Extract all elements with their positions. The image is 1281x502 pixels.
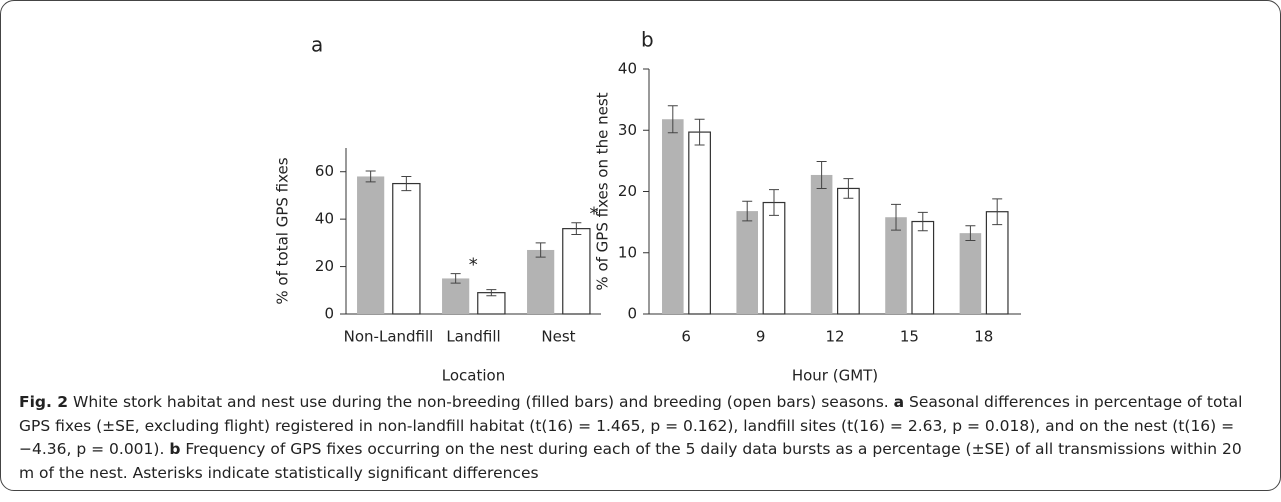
error-bar — [486, 289, 497, 297]
bar — [357, 176, 385, 314]
error-bar — [571, 222, 582, 236]
error-bar — [992, 198, 1003, 226]
caption-text: Frequency of GPS fixes occurring on the … — [19, 440, 1242, 482]
y-tick-label: 10 — [618, 243, 637, 261]
error-bar — [965, 225, 976, 241]
bar — [527, 249, 555, 314]
error-bar — [365, 170, 376, 183]
chart-title: a — [311, 33, 323, 57]
y-tick-label: 0 — [627, 305, 637, 323]
x-tick-label: 18 — [974, 328, 993, 346]
bar — [442, 278, 470, 314]
y-tick-label: 40 — [315, 210, 334, 228]
y-axis-label: % of total GPS fixes — [274, 157, 292, 304]
bar — [562, 228, 591, 315]
figure: a Location% of total GPS fixes 0 20 40 60 Non-… — [0, 0, 1281, 491]
y-tick-label: 0 — [324, 305, 334, 323]
x-axis-label: Hour (GMT) — [792, 367, 878, 385]
bar — [911, 220, 935, 315]
y-tick-label: 30 — [618, 121, 637, 139]
caption: Fig. 2 White stork habitat and nest use … — [19, 391, 1259, 485]
error-bar — [891, 203, 902, 231]
bar — [810, 174, 833, 314]
error-bar — [450, 273, 461, 284]
bar — [736, 211, 758, 314]
caption-text: Seasonal differences in percentage of to… — [19, 393, 1243, 458]
x-tick-label: Landfill — [446, 328, 500, 346]
caption-part: a — [893, 393, 905, 411]
error-bar — [768, 189, 779, 216]
bar — [662, 119, 684, 314]
x-tick-label: 6 — [681, 328, 691, 346]
x-axis-label: Location — [442, 367, 505, 385]
bar — [985, 211, 1009, 315]
x-tick-label: Nest — [541, 328, 575, 346]
y-tick-label: 60 — [315, 162, 334, 180]
annotation: * — [469, 255, 478, 276]
y-tick-label: 20 — [315, 257, 334, 275]
y-axis-label: % of GPS fixes on the nest — [594, 92, 612, 290]
x-tick-label: 9 — [756, 328, 766, 346]
caption-part: b — [169, 440, 181, 458]
y-tick-label: 20 — [618, 182, 637, 200]
bar — [837, 187, 860, 315]
caption-label: Fig. 2 — [19, 393, 69, 411]
bar — [959, 233, 982, 314]
bar — [885, 217, 907, 314]
error-bar — [694, 118, 705, 146]
x-tick-label: 12 — [825, 328, 844, 346]
error-bar — [742, 200, 753, 222]
caption-text: White stork habitat and nest use during … — [68, 393, 894, 411]
x-tick-label: Non-Landfill — [344, 328, 434, 346]
bar — [688, 131, 711, 315]
bar — [762, 201, 786, 315]
error-bar — [667, 105, 678, 134]
y-tick-label: 40 — [618, 60, 637, 78]
error-bar — [816, 160, 827, 189]
error-bar — [535, 242, 546, 258]
annotation: * — [589, 204, 598, 225]
error-bar — [401, 175, 412, 192]
bar — [392, 182, 421, 315]
chart-title: b — [641, 28, 654, 52]
error-bar — [917, 211, 928, 232]
x-tick-label: 15 — [900, 328, 919, 346]
error-bar — [843, 178, 854, 199]
